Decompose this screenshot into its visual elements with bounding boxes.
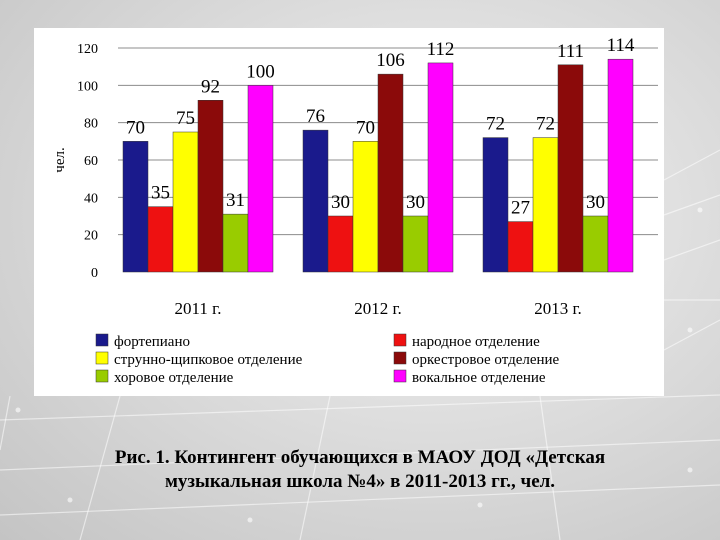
bar-1-2: [352, 141, 379, 273]
chart-panel: 0 20 40 60 80 100 120 чел. 70 35 75 92 31 100 76 30 70…: [34, 28, 664, 396]
data-label-1-0: 76: [306, 106, 325, 127]
y-tick-label-5: 100: [77, 79, 98, 94]
data-label-2-5: 114: [607, 35, 635, 56]
y-tick-label-3: 60: [84, 154, 98, 169]
y-tick-label-1: 20: [84, 229, 98, 244]
legend-swatch-1: [393, 333, 407, 347]
data-labels: 70 35 75 92 31 100 76 30 70 106 30 112 72 27 72 111 30 11…: [126, 35, 635, 218]
legend-label-5: вокальное отделение: [412, 370, 546, 386]
legend-swatch-0: [95, 333, 109, 347]
bar-2-1: [507, 221, 534, 273]
legend-label-2: струнно-щипковое отделение: [114, 352, 303, 368]
data-label-2-1: 27: [511, 198, 530, 219]
bar-0-0: [122, 141, 149, 273]
data-label-0-2: 75: [176, 108, 195, 129]
bar-1-4: [402, 215, 429, 273]
data-label-2-0: 72: [486, 114, 505, 135]
y-tick-label-0: 0: [91, 266, 98, 281]
data-label-1-4: 30: [406, 192, 425, 213]
y-tick-label-2: 40: [84, 191, 98, 206]
data-label-0-1: 35: [151, 183, 170, 204]
figure-caption: Рис. 1. Контингент обучающихся в МАОУ ДО…: [20, 446, 700, 494]
bars: [122, 58, 634, 273]
bar-1-3: [377, 73, 404, 273]
legend-label-3: оркестровое отделение: [412, 352, 560, 368]
y-tick-label-4: 80: [84, 117, 98, 132]
bar-2-4: [582, 215, 609, 273]
legend-swatch-5: [393, 369, 407, 383]
bar-0-1: [147, 206, 174, 273]
legend-label-1: народное отделение: [412, 334, 540, 350]
legend-swatch-4: [95, 369, 109, 383]
legend-swatch-2: [95, 351, 109, 365]
data-label-0-5: 100: [246, 61, 275, 82]
data-label-2-3: 111: [557, 41, 584, 62]
bar-2-0: [482, 137, 509, 273]
bar-0-3: [197, 100, 224, 273]
bar-1-5: [427, 62, 454, 273]
legend: фортепиано народное отделение струнно-щипк…: [95, 333, 560, 386]
bar-0-2: [172, 131, 199, 273]
data-label-1-5: 112: [427, 39, 455, 60]
y-tick-label-6: 120: [77, 42, 98, 57]
bar-2-5: [607, 58, 634, 273]
data-label-1-1: 30: [331, 192, 350, 213]
x-axis-categories: 2011 г. 2012 г. 2013 г.: [175, 299, 582, 318]
bar-2-2: [532, 137, 559, 273]
bar-0-4: [222, 213, 249, 273]
data-label-2-4: 30: [586, 192, 605, 213]
data-label-2-2: 72: [536, 114, 555, 135]
data-label-0-3: 92: [201, 76, 220, 97]
bar-1-1: [327, 215, 354, 273]
data-label-1-2: 70: [356, 117, 375, 138]
bar-0-5: [247, 85, 274, 273]
y-axis-ticks: 0 20 40 60 80 100 120: [77, 42, 98, 281]
category-label-0: 2011 г.: [175, 299, 222, 318]
category-label-1: 2012 г.: [354, 299, 402, 318]
legend-swatch-3: [393, 351, 407, 365]
bar-2-3: [557, 64, 584, 273]
legend-label-0: фортепиано: [114, 334, 190, 350]
data-label-1-3: 106: [376, 50, 405, 71]
y-axis-label: чел.: [52, 147, 68, 172]
data-label-0-0: 70: [126, 117, 145, 138]
caption-line-1: Рис. 1. Контингент обучающихся в МАОУ ДО…: [114, 447, 606, 468]
legend-label-4: хоровое отделение: [114, 370, 234, 386]
bar-1-0: [302, 129, 329, 273]
category-label-2: 2013 г.: [534, 299, 582, 318]
data-label-0-4: 31: [226, 190, 245, 211]
caption-line-2: музыкальная школа №4» в 2011-2013 гг., ч…: [164, 471, 556, 492]
